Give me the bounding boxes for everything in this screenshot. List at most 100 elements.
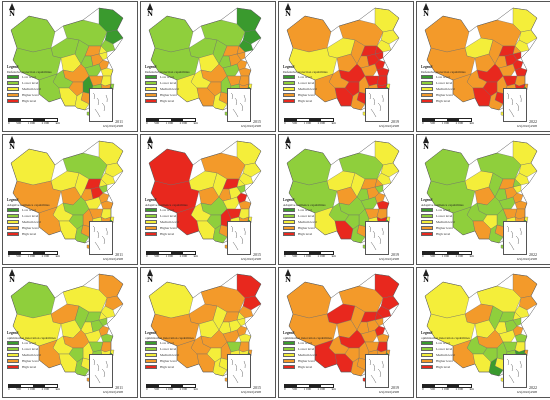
scale-line — [8, 384, 58, 388]
scale-label: 0 — [8, 121, 10, 125]
south-china-sea-inset — [365, 88, 389, 122]
legend-item: Higher level — [145, 225, 209, 231]
legend-swatch — [283, 231, 295, 236]
scale-bar: 0 500 1 000 2 000 km — [284, 118, 336, 126]
legend-label: High level — [160, 98, 175, 103]
panel-year: 2015 — [253, 252, 261, 257]
scale-label: 2 000 — [317, 387, 326, 391]
north-arrow-icon — [9, 136, 15, 143]
region-3 — [238, 172, 254, 186]
legend-swatch — [421, 98, 433, 103]
north-arrow-icon — [285, 269, 291, 276]
legend-item: Lower level — [145, 80, 209, 86]
scale-bar: 0 500 1 000 2 000 km — [284, 384, 336, 392]
legend-item: Medium level — [145, 219, 209, 225]
region-14 — [374, 311, 384, 321]
scale-label: km — [193, 121, 198, 125]
scale-label: 0 — [422, 254, 424, 258]
legend-item: Medium level — [7, 86, 71, 92]
legend-label: Higher level — [298, 92, 315, 97]
legend-label: High level — [22, 364, 37, 369]
legend-swatch — [283, 98, 295, 103]
legend-item: Lower level — [283, 213, 347, 219]
panel-year: 2011 — [115, 119, 123, 124]
legend-item: Low level — [421, 74, 485, 80]
legend-label: Lower level — [22, 346, 39, 351]
scale-label: 0 — [422, 121, 424, 125]
scale-label: 0 — [422, 387, 424, 391]
south-china-sea-inset — [227, 354, 251, 388]
legend-swatch — [283, 340, 295, 345]
legend-swatch — [7, 213, 19, 218]
legend-item: High level — [145, 364, 209, 370]
legend-label: Lower level — [436, 80, 453, 85]
scale-label: 2 000 — [41, 254, 50, 258]
legend-heading: Legend — [283, 331, 295, 335]
south-china-sea-inset — [89, 354, 113, 388]
map-panel-7: N Legend Adaptive resilience capabilitie… — [278, 134, 414, 265]
islands-icon — [92, 225, 108, 251]
legend-swatch — [145, 86, 157, 91]
scale-label: km — [469, 387, 474, 391]
legend-item: Low level — [421, 207, 485, 213]
region-5 — [424, 281, 470, 319]
legend-heading: Legend — [283, 65, 295, 69]
legend-label: Higher level — [436, 92, 453, 97]
panel-year: 2022 — [529, 252, 537, 257]
region-5 — [10, 281, 56, 319]
legend-label: Low level — [298, 207, 312, 212]
region-14 — [98, 178, 108, 188]
scale-labels: 0 500 1 000 2 000 km — [8, 387, 60, 391]
legend-label: High level — [298, 231, 313, 236]
legend-swatch — [283, 225, 295, 230]
legend-item: Lower level — [7, 80, 71, 86]
legend-item: Lower level — [283, 80, 347, 86]
scale-bar: 0 500 1 000 2 000 km — [146, 384, 198, 392]
region-3 — [100, 172, 116, 186]
legend-item: Lower level — [145, 346, 209, 352]
legend-label: Medium level — [22, 352, 41, 357]
legend-item: Higher level — [283, 225, 347, 231]
legend-label: Low level — [22, 74, 36, 79]
islands-icon — [368, 358, 384, 384]
map-code: GS(2022)4308 — [378, 390, 399, 394]
legend-items: Low level Lower level Medium level Higher l… — [283, 207, 347, 237]
scale-label: 1 000 — [27, 254, 36, 258]
legend-item: Low level — [283, 340, 347, 346]
region-3 — [514, 172, 530, 186]
legend-items: Low level Lower level Medium level Higher l… — [7, 74, 71, 104]
map-panel-5: N Legend Adaptive resilience capabilitie… — [2, 134, 138, 265]
south-china-sea-inset — [89, 221, 113, 255]
legend-heading: Legend — [7, 65, 19, 69]
south-china-sea-inset — [365, 354, 389, 388]
legend-label: Lower level — [436, 346, 453, 351]
scale-label: 0 — [284, 387, 286, 391]
scale-label: 500 — [292, 387, 298, 391]
legend-swatch — [421, 340, 433, 345]
map-legend: Legend Defensive protection capabilities… — [145, 65, 209, 104]
china-map — [424, 7, 538, 117]
legend-swatch — [283, 352, 295, 357]
map-panel-1: N Legend Defensive protection capabiliti… — [2, 1, 138, 132]
legend-item: High level — [145, 98, 209, 104]
legend-heading: Legend — [421, 331, 433, 335]
region-5 — [286, 148, 332, 186]
scale-line — [422, 384, 472, 388]
north-arrow: N — [6, 3, 18, 18]
legend-label: Higher level — [436, 225, 453, 230]
legend-item: Low level — [7, 74, 71, 80]
panel-year: 2022 — [529, 119, 537, 124]
north-arrow-icon — [423, 3, 429, 10]
legend-label: Low level — [22, 340, 36, 345]
north-label: N — [423, 275, 429, 284]
scale-labels: 0 500 1 000 2 000 km — [422, 121, 474, 125]
legend-item: Low level — [7, 340, 71, 346]
scale-label: 2 000 — [455, 254, 464, 258]
region-2 — [104, 162, 124, 178]
scale-label: 2 000 — [41, 387, 50, 391]
region-3 — [514, 305, 530, 319]
legend-item: Medium level — [145, 86, 209, 92]
legend-item: High level — [283, 98, 347, 104]
legend-label: Low level — [22, 207, 36, 212]
scale-label: 1 000 — [303, 387, 312, 391]
